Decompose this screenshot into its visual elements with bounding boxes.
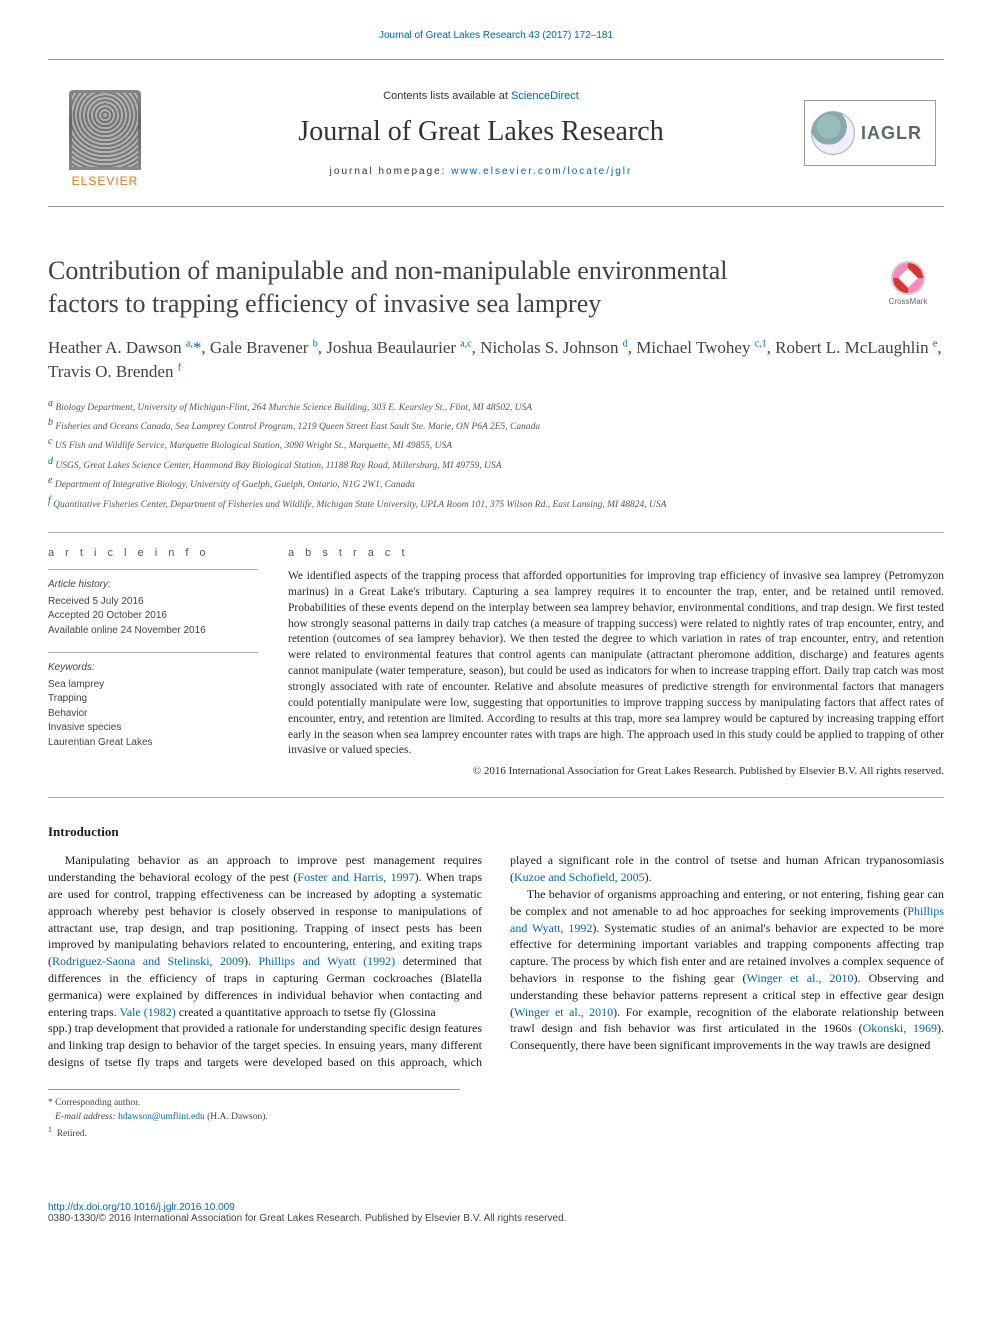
intro-p3: The behavior of organisms approaching an… bbox=[510, 886, 944, 1054]
abstract-label: a b s t r a c t bbox=[288, 547, 944, 559]
journal-title: Journal of Great Lakes Research bbox=[162, 116, 800, 148]
retired-note: 1 Retired. bbox=[48, 1124, 460, 1141]
abstract-text: We identified aspects of the trapping pr… bbox=[288, 569, 944, 759]
author-list: Heather A. Dawson a,*, Gale Bravener b, … bbox=[48, 336, 944, 384]
body-text: Manipulating behavior as an approach to … bbox=[48, 852, 944, 1070]
footnotes: * Corresponding author. E-mail address: … bbox=[48, 1089, 460, 1142]
abstract-column: a b s t r a c t We identified aspects of… bbox=[288, 547, 944, 777]
ref-link[interactable]: Winger et al., 2010 bbox=[746, 971, 853, 985]
journal-ref-top[interactable]: Journal of Great Lakes Research 43 (2017… bbox=[48, 0, 944, 59]
history-online: Available online 24 November 2016 bbox=[48, 624, 258, 639]
history-received: Received 5 July 2016 bbox=[48, 595, 258, 610]
affiliation-line: f Quantitative Fisheries Center, Departm… bbox=[48, 493, 944, 512]
keyword: Trapping bbox=[48, 692, 258, 707]
affiliation-line: b Fisheries and Oceans Canada, Sea Lampr… bbox=[48, 415, 944, 434]
homepage-prefix: journal homepage: bbox=[330, 166, 452, 177]
ref-link[interactable]: Rodriguez-Saona and Stelinski, 2009 bbox=[52, 954, 244, 968]
page-footer: http://dx.doi.org/10.1016/j.jglr.2016.10… bbox=[48, 1202, 944, 1224]
article-info-column: a r t i c l e i n f o Article history: R… bbox=[48, 547, 258, 777]
affiliation-line: d USGS, Great Lakes Science Center, Hamm… bbox=[48, 454, 944, 473]
journal-header: ELSEVIER Contents lists available at Sci… bbox=[48, 59, 944, 207]
elsevier-tree-icon bbox=[69, 90, 141, 170]
keywords-label: Keywords: bbox=[48, 661, 258, 676]
ref-link[interactable]: Okonski, 1969 bbox=[863, 1021, 937, 1035]
contents-line: Contents lists available at ScienceDirec… bbox=[162, 90, 800, 102]
keyword: Invasive species bbox=[48, 721, 258, 736]
history-accepted: Accepted 20 October 2016 bbox=[48, 609, 258, 624]
affiliation-line: c US Fish and Wildlife Service, Marquett… bbox=[48, 434, 944, 453]
ref-link[interactable]: Foster and Harris, 1997 bbox=[297, 870, 414, 884]
crossmark-label: CrossMark bbox=[889, 297, 928, 306]
email-link[interactable]: hdawson@umflint.edu bbox=[118, 1112, 205, 1122]
affiliation-line: e Department of Integrative Biology, Uni… bbox=[48, 473, 944, 492]
ref-link[interactable]: Kuzoe and Schofield, 2005 bbox=[514, 870, 645, 884]
iaglr-globe-icon bbox=[811, 111, 855, 155]
affiliation-line: a Biology Department, University of Mich… bbox=[48, 396, 944, 415]
corresponding-author: * Corresponding author. bbox=[48, 1096, 460, 1110]
crossmark-icon bbox=[891, 261, 925, 295]
ref-link[interactable]: Phillips and Wyatt (1992) bbox=[258, 954, 395, 968]
elsevier-wordmark: ELSEVIER bbox=[72, 174, 139, 188]
affiliation-list: a Biology Department, University of Mich… bbox=[48, 396, 944, 512]
header-center: Contents lists available at ScienceDirec… bbox=[162, 90, 800, 177]
introduction-heading: Introduction bbox=[48, 824, 944, 840]
ref-link[interactable]: Vale (1982) bbox=[119, 1005, 175, 1019]
keyword: Sea lamprey bbox=[48, 678, 258, 693]
sciencedirect-link[interactable]: ScienceDirect bbox=[511, 90, 579, 102]
email-line: E-mail address: hdawson@umflint.edu (H.A… bbox=[48, 1110, 460, 1124]
article-history-block: Article history: Received 5 July 2016 Ac… bbox=[48, 569, 258, 638]
ref-link[interactable]: Winger et al., 2010 bbox=[514, 1005, 613, 1019]
iaglr-logo: IAGLR bbox=[800, 83, 940, 183]
article-info-label: a r t i c l e i n f o bbox=[48, 547, 258, 559]
issn-copyright: 0380-1330/© 2016 International Associati… bbox=[48, 1213, 566, 1224]
crossmark-badge[interactable]: CrossMark bbox=[872, 261, 944, 309]
keyword: Laurentian Great Lakes bbox=[48, 736, 258, 751]
keywords-block: Keywords: Sea lampreyTrappingBehaviorInv… bbox=[48, 652, 258, 750]
divider bbox=[48, 797, 944, 798]
abstract-copyright: © 2016 International Association for Gre… bbox=[288, 765, 944, 777]
intro-p1: Manipulating behavior as an approach to … bbox=[48, 852, 482, 1020]
keyword: Behavior bbox=[48, 707, 258, 722]
homepage-link[interactable]: www.elsevier.com/locate/jglr bbox=[451, 166, 632, 177]
elsevier-logo: ELSEVIER bbox=[60, 78, 150, 188]
contents-prefix: Contents lists available at bbox=[383, 90, 511, 102]
iaglr-text: IAGLR bbox=[861, 123, 922, 144]
history-label: Article history: bbox=[48, 578, 258, 593]
doi-link[interactable]: http://dx.doi.org/10.1016/j.jglr.2016.10… bbox=[48, 1202, 235, 1213]
divider bbox=[48, 532, 944, 533]
homepage-line: journal homepage: www.elsevier.com/locat… bbox=[162, 166, 800, 177]
article-title: Contribution of manipulable and non-mani… bbox=[48, 255, 944, 320]
